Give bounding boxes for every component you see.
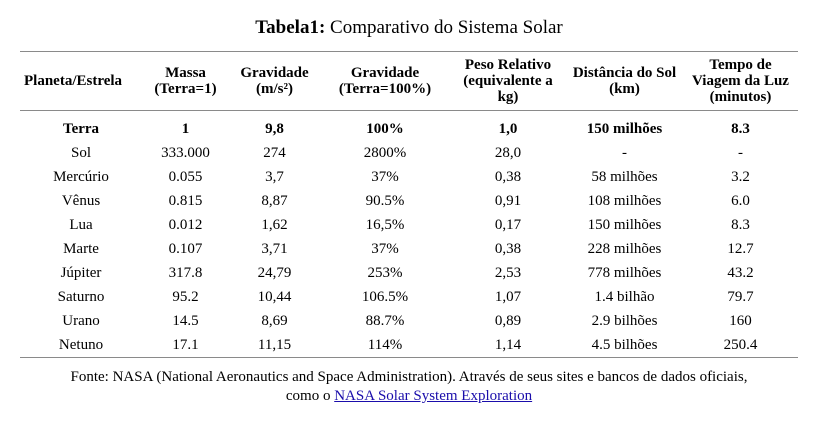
table-row: Marte 0.107 3,71 37% 0,38 228 milhões 12.7: [20, 237, 798, 261]
table-row: Vênus 0.815 8,87 90.5% 0,91 108 milhões 6.0: [20, 189, 798, 213]
cell-mass: 17.1: [142, 333, 229, 358]
table-row: Lua 0.012 1,62 16,5% 0,17 150 milhões 8.3: [20, 213, 798, 237]
cell-sun-distance: 778 milhões: [587, 265, 662, 281]
cell-mass: 95.2: [172, 289, 199, 305]
cell-gravity-percent: 114%: [320, 333, 450, 358]
source-prefix: como o: [285, 388, 331, 404]
cell-planet: Marte: [63, 241, 99, 257]
solar-system-table: Planeta/Estrela Massa (Terra=1) Gravidad…: [20, 51, 798, 358]
nasa-solar-system-link[interactable]: NASA Solar System Exploration: [334, 388, 533, 404]
cell-gravity-ms2: 1,62: [261, 217, 288, 233]
cell-planet: Júpiter: [60, 265, 102, 281]
cell-light-travel-time: 250.4: [683, 333, 798, 358]
table-row: Mercúrio 0.055 3,7 37% 0,38 58 milhões 3.2: [20, 165, 798, 189]
cell-gravity-percent: 90.5%: [365, 193, 405, 209]
cell-relative-weight: 1,0: [498, 121, 518, 137]
cell-mass: 317.8: [168, 265, 203, 281]
cell-sun-distance: 58 milhões: [591, 169, 658, 185]
cell-gravity-ms2: 3,71: [261, 241, 288, 257]
cell-light-travel-time: -: [738, 145, 743, 161]
table-row: Júpiter 317.8 24,79 253% 2,53 778 milhões 43.2: [20, 261, 798, 285]
cell-relative-weight: 0,38: [494, 169, 522, 185]
cell-light-travel-time: 43.2: [727, 265, 754, 281]
cell-mass: 0.012: [168, 217, 203, 233]
cell-gravity-percent: 88.7%: [365, 313, 405, 329]
cell-gravity-ms2: 24,79: [257, 265, 292, 281]
table-row: Saturno 95.2 10,44 106.5% 1,07 1.4 bilhão 79.7: [20, 285, 798, 309]
cell-gravity-ms2: 11,15: [229, 333, 320, 358]
cell-gravity-percent: 106.5%: [361, 289, 409, 305]
cell-planet: Urano: [62, 313, 100, 329]
cell-light-travel-time: 160: [729, 313, 752, 329]
source-line-2: como o NASA Solar System Exploration: [0, 387, 818, 406]
cell-gravity-percent: 16,5%: [365, 217, 405, 233]
cell-planet: Mercúrio: [53, 169, 109, 185]
cell-mass: 0.107: [168, 241, 203, 257]
column-header-relative-weight: Peso Relativo (equivalente a kg): [450, 51, 566, 111]
cell-planet: Sol: [70, 145, 91, 161]
cell-gravity-ms2: 274: [263, 145, 286, 161]
table-row: Netuno 17.1 11,15 114% 1,14 4.5 bilhões 250.4: [20, 333, 798, 358]
cell-mass: 0.815: [168, 193, 203, 209]
cell-relative-weight: 0,38: [494, 241, 522, 257]
cell-sun-distance: 150 milhões: [586, 121, 663, 137]
caption-text: Comparativo do Sistema Solar: [330, 17, 563, 38]
column-header-mass: Massa (Terra=1): [142, 51, 229, 111]
table-row: Urano 14.5 8,69 88.7% 0,89 2.9 bilhões 160: [20, 309, 798, 333]
cell-mass: 14.5: [172, 313, 199, 329]
table-row: Sol 333.000 274 2800% 28,0 - -: [20, 141, 798, 165]
cell-mass: 333.000: [161, 145, 210, 161]
cell-relative-weight: 0,91: [494, 193, 522, 209]
cell-planet: Netuno: [20, 333, 142, 358]
source-note: Fonte: NASA (National Aeronautics and Sp…: [0, 368, 818, 406]
cell-light-travel-time: 6.0: [731, 193, 750, 209]
source-line-1: Fonte: NASA (National Aeronautics and Sp…: [70, 369, 748, 385]
cell-relative-weight: 1,07: [494, 289, 522, 305]
cell-sun-distance: 1.4 bilhão: [594, 289, 655, 305]
cell-relative-weight: 1,14: [450, 333, 566, 358]
cell-relative-weight: 0,89: [494, 313, 522, 329]
column-header-light-travel-time: Tempo de Viagem da Luz (minutos): [683, 51, 798, 111]
column-header-sun-distance: Distância do Sol (km): [566, 51, 683, 111]
cell-gravity-ms2: 8,69: [261, 313, 288, 329]
cell-gravity-percent: 253%: [367, 265, 403, 281]
cell-planet: Terra: [62, 121, 100, 137]
cell-gravity-ms2: 9,8: [265, 121, 284, 137]
cell-planet: Lua: [69, 217, 93, 233]
column-header-planet: Planeta/Estrela: [20, 51, 142, 111]
column-header-gravity-ms2: Gravidade (m/s²): [229, 51, 320, 111]
cell-gravity-percent: 37%: [371, 241, 399, 257]
table-body: Terra 1 9,8 100% 1,0 150 milhões 8.3 Sol 333.000…: [20, 111, 798, 358]
cell-sun-distance: 150 milhões: [587, 217, 662, 233]
cell-relative-weight: 28,0: [494, 145, 522, 161]
cell-mass: 1: [181, 121, 190, 137]
cell-gravity-ms2: 3,7: [265, 169, 284, 185]
cell-sun-distance: 4.5 bilhões: [566, 333, 683, 358]
table-caption: Tabela1: Comparativo do Sistema Solar: [0, 16, 818, 40]
cell-sun-distance: 2.9 bilhões: [591, 313, 658, 329]
cell-light-travel-time: 8.3: [731, 217, 750, 233]
column-header-gravity-percent: Gravidade (Terra=100%): [320, 51, 450, 111]
cell-gravity-percent: 37%: [371, 169, 399, 185]
table-row: Terra 1 9,8 100% 1,0 150 milhões 8.3: [20, 111, 798, 142]
cell-gravity-percent: 2800%: [363, 145, 407, 161]
cell-mass: 0.055: [168, 169, 203, 185]
cell-sun-distance: 228 milhões: [587, 241, 662, 257]
cell-light-travel-time: 8.3: [731, 121, 750, 137]
cell-light-travel-time: 3.2: [731, 169, 750, 185]
cell-sun-distance: -: [622, 145, 627, 161]
cell-light-travel-time: 79.7: [727, 289, 754, 305]
cell-relative-weight: 2,53: [494, 265, 522, 281]
cell-relative-weight: 0,17: [494, 217, 522, 233]
cell-gravity-percent: 100%: [366, 121, 404, 137]
cell-sun-distance: 108 milhões: [587, 193, 662, 209]
table-header-row: Planeta/Estrela Massa (Terra=1) Gravidad…: [20, 51, 798, 111]
cell-planet: Vênus: [61, 193, 101, 209]
cell-gravity-ms2: 10,44: [257, 289, 292, 305]
caption-label: Tabela1:: [255, 17, 326, 38]
cell-planet: Saturno: [57, 289, 105, 305]
cell-light-travel-time: 12.7: [727, 241, 754, 257]
cell-gravity-ms2: 8,87: [261, 193, 288, 209]
